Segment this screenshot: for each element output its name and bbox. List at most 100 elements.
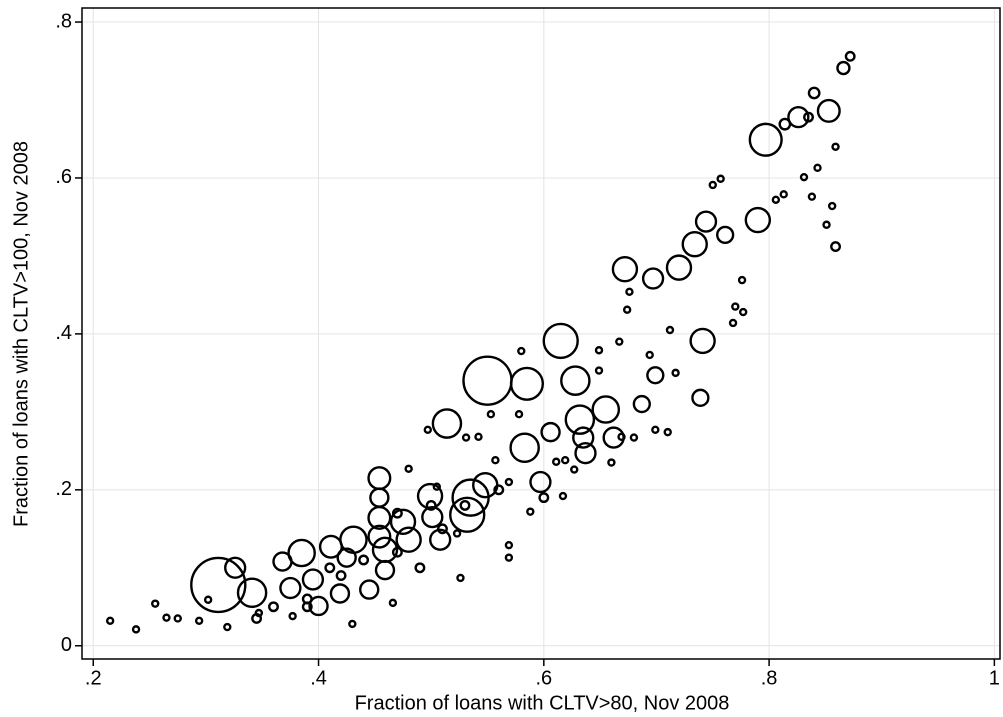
bubble (391, 546, 403, 558)
bubble (268, 601, 279, 613)
bubble (526, 507, 535, 516)
bubble (388, 598, 398, 608)
bubble (359, 579, 380, 600)
bubble (737, 275, 747, 285)
bubble (591, 395, 621, 424)
bubble (632, 394, 651, 414)
bubble (367, 505, 392, 530)
bubble (486, 409, 496, 419)
bubble (358, 554, 370, 566)
bubble (622, 305, 632, 314)
bubble (472, 471, 499, 499)
bubble (602, 426, 625, 449)
bubble (691, 388, 710, 407)
bubble (542, 322, 579, 360)
bubble (162, 613, 171, 622)
bubble (607, 458, 616, 467)
x-tick-label: .2 (85, 667, 102, 689)
y-tick-label: .4 (55, 322, 72, 344)
bubble (509, 366, 544, 401)
bubble (738, 307, 748, 317)
bubble (224, 556, 247, 579)
bubble (689, 327, 716, 355)
bubble (459, 499, 471, 511)
bubble (558, 491, 568, 501)
x-tick-label: .6 (535, 667, 552, 689)
bubble (663, 427, 672, 437)
bubble (816, 98, 841, 123)
bubble (529, 470, 552, 494)
bubble (665, 325, 675, 335)
bubble (423, 425, 432, 434)
bubble (414, 562, 426, 574)
bubble (301, 568, 325, 591)
bubble (452, 529, 462, 538)
bubble (615, 337, 624, 346)
bubble (324, 562, 336, 574)
bubble (681, 231, 708, 258)
bubble (694, 210, 718, 233)
bubble (671, 368, 680, 378)
bubble (190, 556, 247, 614)
bubble (279, 576, 302, 600)
bubble (540, 421, 561, 443)
bubble (272, 551, 293, 572)
x-axis-label: Fraction of loans with CLTV>80, Nov 2008 (355, 692, 730, 714)
bubble (288, 611, 297, 621)
x-tick-label: .4 (310, 667, 327, 689)
bubble (807, 86, 821, 100)
bubble (431, 408, 463, 439)
bubble (504, 477, 514, 487)
bubble (367, 524, 392, 549)
bubble (517, 346, 526, 356)
bubble (236, 577, 268, 609)
bubble (716, 174, 725, 183)
bubble (514, 409, 524, 419)
bubble (318, 534, 343, 559)
bubble (404, 464, 413, 473)
bubble (432, 482, 442, 491)
bubble (708, 180, 717, 190)
bubble (778, 117, 792, 131)
bubble (203, 595, 213, 604)
bubble (831, 142, 840, 151)
bubble (731, 302, 740, 311)
bubble (594, 366, 604, 375)
bubble (570, 465, 579, 474)
bubble (348, 619, 357, 629)
plot-frame (81, 7, 1001, 660)
x-tick-label: .8 (761, 667, 778, 689)
bubble (308, 595, 329, 617)
bubble (151, 599, 160, 608)
bubble (504, 553, 514, 562)
bubble (251, 613, 263, 624)
bubble (491, 455, 500, 465)
y-axis-label: Fraction of loans with CLTV>100, Nov 200… (10, 141, 32, 527)
bubble (561, 455, 570, 465)
bubble (844, 50, 856, 62)
bubble (625, 287, 634, 296)
bubble (552, 457, 561, 466)
bubble (807, 192, 817, 201)
bubble (744, 206, 772, 234)
bubble (369, 487, 390, 508)
bubble (421, 505, 444, 529)
bubble (374, 559, 396, 581)
bubble (651, 425, 660, 434)
bubble (131, 625, 141, 634)
bubble (799, 172, 809, 182)
bubble (594, 346, 604, 355)
bubble (456, 573, 465, 583)
bubble (194, 616, 204, 625)
bubble (645, 350, 654, 360)
bubble (665, 254, 693, 281)
x-tick-label: 1 (989, 667, 1000, 689)
bubble (425, 499, 437, 511)
bubble (301, 601, 313, 613)
bubble (474, 432, 483, 442)
y-tick-label: 0 (61, 634, 72, 656)
bubble (367, 466, 392, 491)
bubble (461, 433, 471, 442)
bubble (560, 365, 591, 396)
